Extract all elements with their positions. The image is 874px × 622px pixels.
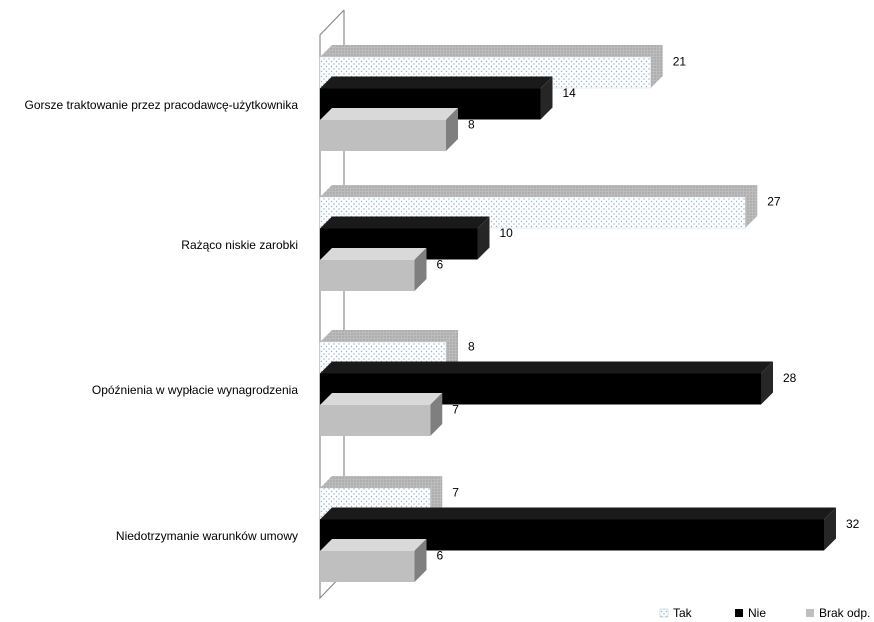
value-label: 6	[437, 258, 444, 272]
value-label: 21	[673, 55, 687, 69]
bar-tak	[319, 185, 758, 229]
bar-brakodp	[320, 539, 427, 582]
bar-side-face	[477, 216, 490, 260]
legend-swatch	[659, 608, 669, 618]
value-label: 8	[468, 118, 475, 132]
value-labels: 21 14 8 27 10 6 8 28 7 7 32 6	[437, 55, 860, 563]
value-label: 10	[500, 226, 514, 240]
value-label: 27	[767, 195, 781, 209]
value-label: 14	[563, 86, 577, 100]
bars	[319, 45, 836, 582]
bar-brakodp	[320, 108, 458, 151]
bar-side-face	[430, 393, 443, 436]
bar-top-face	[320, 248, 427, 260]
bar-top-face	[320, 330, 458, 342]
legend: Tak Nie Brak odp.	[659, 606, 870, 620]
bar-side-face	[824, 507, 836, 551]
bar-front-face	[320, 405, 431, 436]
category-label: Rażąco niskie zarobki	[181, 238, 298, 252]
bar-side-face	[761, 361, 773, 405]
bar-side-face	[414, 539, 427, 582]
legend-swatch	[735, 609, 743, 617]
bar-top-face	[320, 45, 663, 57]
legend-label: Brak odp.	[819, 606, 870, 620]
bar-top-face	[320, 476, 443, 488]
bar-top-face	[320, 539, 427, 551]
bar-top-face	[320, 216, 490, 229]
bar-side-face	[540, 76, 553, 120]
bar-top-face	[320, 361, 773, 374]
bar-front-face	[320, 260, 415, 291]
value-label: 7	[452, 403, 459, 417]
bar-top-face	[320, 393, 443, 405]
legend-label: Nie	[748, 606, 766, 620]
bar-top-face	[320, 507, 836, 520]
bar-top-face	[320, 76, 553, 89]
legend-label: Tak	[673, 606, 693, 620]
bar-side-face	[414, 248, 427, 291]
bar-front-face	[320, 551, 415, 582]
bar-side-face	[650, 45, 663, 88]
value-label: 32	[846, 517, 860, 531]
category-label: Niedotrzymanie warunków umowy	[116, 529, 298, 543]
bar-brakodp	[320, 248, 427, 291]
legend-swatch	[806, 609, 814, 617]
value-label: 28	[783, 371, 797, 385]
bar-brakodp	[320, 393, 443, 436]
value-label: 7	[452, 486, 459, 500]
category-labels: Gorsze traktowanie przez pracodawcę-użyt…	[25, 98, 299, 543]
bar-side-face	[446, 108, 458, 151]
value-label: 8	[468, 340, 475, 354]
bar-top-face	[320, 108, 458, 120]
category-label: Opóźnienia w wypłacie wynagrodzenia	[92, 383, 298, 397]
bar-top-face	[320, 185, 758, 197]
bar-side-face	[745, 185, 758, 228]
bar-nie	[320, 361, 773, 405]
category-label: Gorsze traktowanie przez pracodawcę-użyt…	[25, 98, 299, 112]
value-label: 6	[437, 549, 444, 563]
bar-front-face	[320, 120, 446, 151]
